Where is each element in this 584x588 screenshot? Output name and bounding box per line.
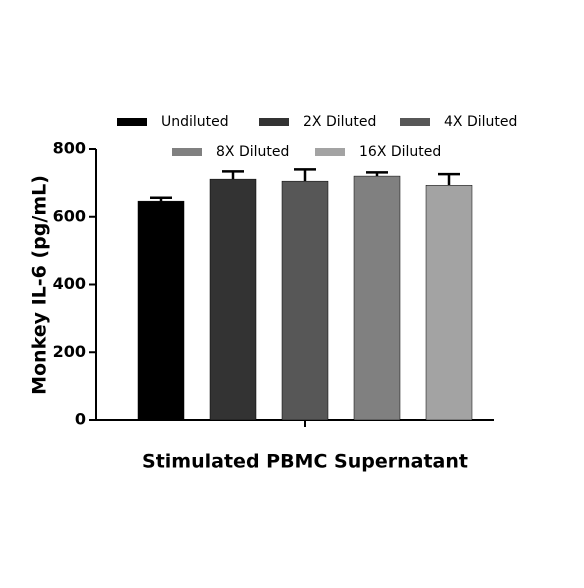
error-bar bbox=[150, 196, 172, 202]
legend-label: Undiluted bbox=[161, 114, 229, 130]
bar bbox=[137, 200, 185, 421]
y-tick-label: 200 bbox=[53, 342, 86, 361]
legend-label: 8X Diluted bbox=[216, 144, 289, 160]
bar bbox=[353, 175, 401, 421]
error-bar bbox=[294, 168, 316, 182]
error-bar bbox=[438, 172, 460, 186]
error-bar bbox=[222, 170, 244, 180]
y-tick-label: 0 bbox=[75, 410, 86, 429]
legend-swatch bbox=[315, 148, 345, 156]
bar bbox=[281, 180, 329, 421]
legend-swatch bbox=[117, 118, 147, 126]
y-axis-label: Monkey IL-6 (pg/mL) bbox=[29, 175, 51, 395]
bar bbox=[209, 178, 257, 421]
legend-swatch bbox=[259, 118, 289, 126]
error-bar bbox=[366, 171, 388, 177]
y-tick-label: 800 bbox=[53, 139, 86, 158]
legend-swatch bbox=[172, 148, 202, 156]
legend-label: 16X Diluted bbox=[359, 144, 441, 160]
bar bbox=[425, 184, 473, 421]
y-tick-label: 600 bbox=[53, 206, 86, 225]
y-tick-label: 400 bbox=[53, 274, 86, 293]
x-axis-label: Stimulated PBMC Supernatant bbox=[142, 451, 468, 473]
legend-label: 4X Diluted bbox=[444, 114, 517, 130]
legend-swatch bbox=[400, 118, 430, 126]
legend-label: 2X Diluted bbox=[303, 114, 376, 130]
